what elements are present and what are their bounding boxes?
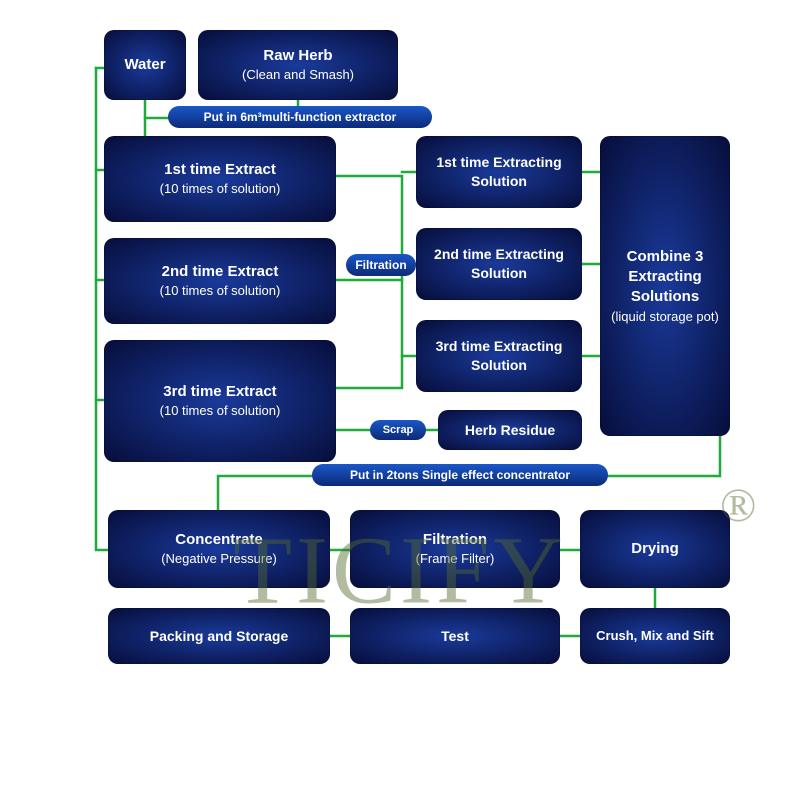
node-sub: (Negative Pressure): [161, 550, 277, 568]
node-title: Raw Herb: [263, 46, 332, 66]
node-solution-3: 3rd time Extracting Solution: [416, 320, 582, 392]
node-title: Herb Residue: [465, 421, 555, 440]
pill-label: Scrap: [383, 424, 414, 436]
node-concentrate: Concentrate (Negative Pressure): [108, 510, 330, 588]
node-residue: Herb Residue: [438, 410, 582, 450]
node-extract-2: 2nd time Extract (10 times of solution): [104, 238, 336, 324]
node-title: 1st time Extracting Solution: [422, 153, 576, 191]
node-combine: Combine 3 Extracting Solutions (liquid s…: [600, 136, 730, 436]
node-sub: (10 times of solution): [160, 402, 281, 420]
node-sub: (Clean and Smash): [242, 66, 354, 84]
node-crush: Crush, Mix and Sift: [580, 608, 730, 664]
node-filtration-frame: Filtration (Frame Filter): [350, 510, 560, 588]
pill-put-extractor: Put in 6m³multi-function extractor: [168, 106, 432, 128]
node-title: Test: [441, 627, 469, 646]
node-title: Drying: [631, 539, 679, 559]
node-title: 3rd time Extracting Solution: [422, 337, 576, 375]
node-sub: (10 times of solution): [160, 180, 281, 198]
node-title: 1st time Extract: [164, 160, 276, 180]
node-extract-3: 3rd time Extract (10 times of solution): [104, 340, 336, 462]
pill-label: Put in 6m³multi-function extractor: [204, 110, 397, 124]
node-sub: (Frame Filter): [416, 550, 495, 568]
node-title: 2nd time Extract: [162, 262, 279, 282]
node-water: Water: [104, 30, 186, 100]
node-test: Test: [350, 608, 560, 664]
node-sub: (liquid storage pot): [611, 308, 719, 326]
node-title: Combine 3 Extracting Solutions: [606, 247, 724, 308]
node-title: Concentrate: [175, 530, 263, 550]
pill-filtration: Filtration: [346, 254, 416, 276]
node-title: Crush, Mix and Sift: [596, 627, 714, 645]
pill-label: Filtration: [355, 258, 406, 272]
node-title: Water: [124, 55, 165, 75]
node-solution-1: 1st time Extracting Solution: [416, 136, 582, 208]
node-title: 3rd time Extract: [163, 382, 276, 402]
node-title: Filtration: [423, 530, 487, 550]
node-drying: Drying: [580, 510, 730, 588]
pill-put-concentrator: Put in 2tons Single effect concentrator: [312, 464, 608, 486]
node-title: 2nd time Extracting Solution: [422, 245, 576, 283]
pill-scrap: Scrap: [370, 420, 426, 440]
node-sub: (10 times of solution): [160, 282, 281, 300]
node-raw-herb: Raw Herb (Clean and Smash): [198, 30, 398, 100]
node-solution-2: 2nd time Extracting Solution: [416, 228, 582, 300]
node-extract-1: 1st time Extract (10 times of solution): [104, 136, 336, 222]
node-packing: Packing and Storage: [108, 608, 330, 664]
node-title: Packing and Storage: [150, 627, 288, 646]
pill-label: Put in 2tons Single effect concentrator: [350, 468, 570, 482]
